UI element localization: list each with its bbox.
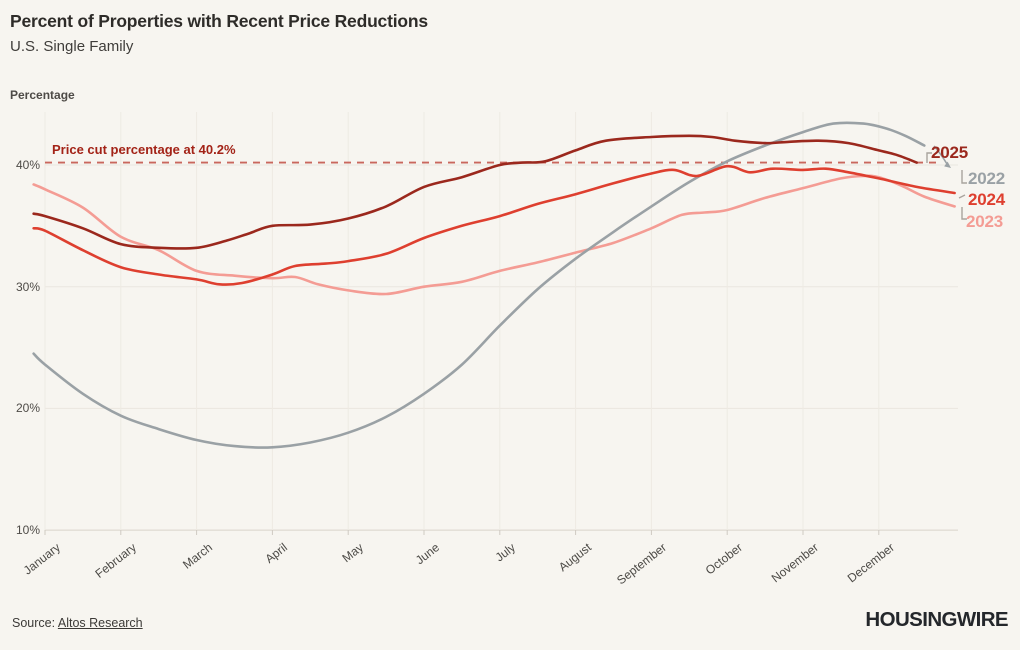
y-tick-label: 40% xyxy=(15,158,40,172)
series-label-2024: 2024 xyxy=(968,190,1006,209)
series-line-2023 xyxy=(32,174,956,296)
connector-2024 xyxy=(958,194,966,199)
annotation-label: Price cut percentage at 40.2% xyxy=(52,142,236,157)
series-line-2022 xyxy=(32,121,926,449)
y-axis-title: Percentage xyxy=(10,88,75,102)
series-label-2025: 2025 xyxy=(931,143,969,162)
page-title: Percent of Properties with Recent Price … xyxy=(10,11,428,31)
source-prefix: Source: xyxy=(12,616,58,630)
connector-2025 xyxy=(926,152,932,163)
series-line-2024 xyxy=(32,164,956,286)
series-label-2022: 2022 xyxy=(968,169,1006,188)
connector-arrow-2022 xyxy=(933,145,948,165)
source-link[interactable]: Altos Research xyxy=(57,616,143,630)
page-subtitle: U.S. Single Family xyxy=(10,38,134,55)
source-note: Source: Altos Research xyxy=(12,616,143,630)
connector-2022 xyxy=(961,170,967,184)
housingwire-logo: HOUSINGWIRE xyxy=(865,608,1008,631)
y-tick-label: 30% xyxy=(15,279,40,294)
series-line-2025 xyxy=(32,134,918,250)
y-tick-label: 10% xyxy=(15,523,40,538)
y-tick-label: 20% xyxy=(15,401,40,416)
series-label-2023: 2023 xyxy=(966,212,1004,231)
connector-2023 xyxy=(961,207,967,220)
connector-arrowhead-2022 xyxy=(944,161,951,168)
